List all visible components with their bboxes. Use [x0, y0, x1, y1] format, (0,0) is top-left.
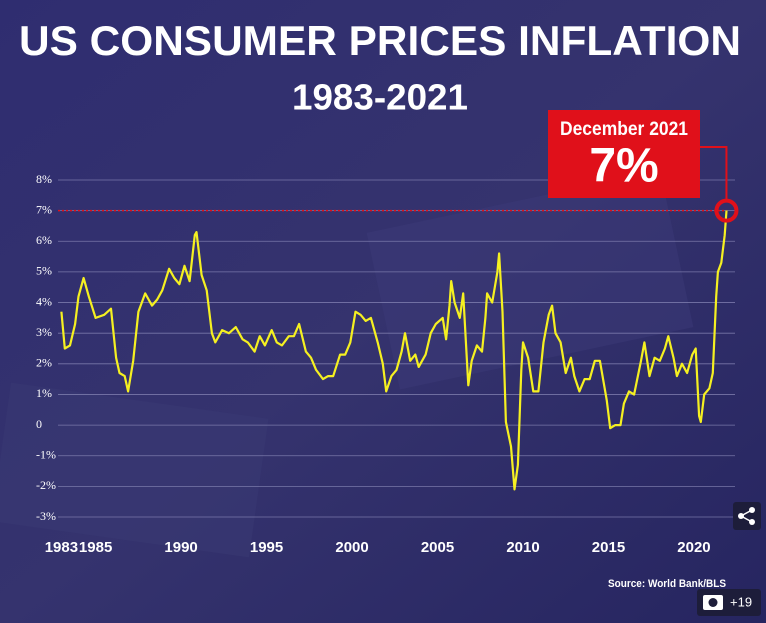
camera-icon: [708, 598, 718, 607]
x-tick-label: 1990: [164, 539, 197, 556]
plot-area: 8% 7% 6% 5% 4% 3% 2% 1% 0 -1% -2% -3% 1983 1985 1990 19…: [36, 110, 739, 556]
y-tick-label: 7%: [36, 202, 52, 216]
source-note: Source: World Bank/BLS: [608, 578, 726, 590]
chart-subtitle: 1983-2021: [292, 77, 468, 118]
x-tick-label: 2000: [335, 539, 368, 556]
x-tick-label: 2005: [421, 539, 454, 556]
y-tick-label: -1%: [36, 447, 56, 461]
y-tick-label: 6%: [36, 233, 52, 247]
annotation-connector: [700, 146, 728, 200]
y-tick-label: 1%: [36, 386, 52, 400]
annotation-box: [548, 110, 700, 198]
banknote-shape: [366, 170, 694, 390]
photo-count: +19: [730, 594, 752, 609]
y-tick-label: -2%: [36, 478, 56, 492]
gallery-button[interactable]: +19: [697, 589, 761, 616]
share-button-bg[interactable]: [733, 502, 761, 530]
y-tick-label: 2%: [36, 356, 52, 370]
x-tick-label: 1983: [45, 539, 78, 556]
y-tick-label: 4%: [36, 294, 52, 308]
y-tick-label: 3%: [36, 325, 52, 339]
y-tick-label: 5%: [36, 264, 52, 278]
x-tick-label: 1995: [250, 539, 283, 556]
chart-title: US CONSUMER PRICES INFLATION: [19, 17, 741, 64]
annotation-label: December 2021: [560, 119, 688, 140]
annotation-value: 7%: [589, 140, 658, 193]
x-tick-label: 1985: [79, 539, 112, 556]
y-tick-label: 0: [36, 417, 42, 431]
share-button[interactable]: [733, 502, 761, 530]
y-tick-label: 8%: [36, 172, 52, 186]
x-tick-label: 2015: [592, 539, 625, 556]
annotation-marker: [714, 198, 739, 223]
share-icon: [739, 509, 753, 523]
x-tick-label: 2020: [677, 539, 710, 556]
x-tick-label: 2010: [506, 539, 539, 556]
data-line: [60, 210, 728, 491]
banknote-shape: [0, 382, 269, 558]
y-tick-label: -3%: [36, 509, 56, 523]
